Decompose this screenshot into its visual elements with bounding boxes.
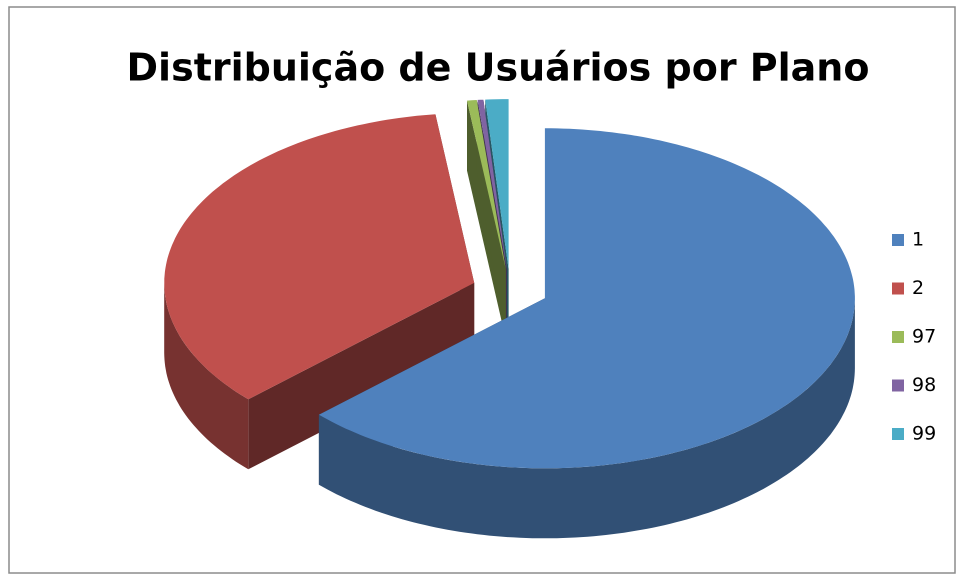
legend-label: 99 [912,423,936,445]
slice-side [164,282,249,470]
legend-label: 98 [912,374,936,396]
legend-label: 2 [912,277,924,299]
legend-swatch [892,428,904,440]
slice [485,99,509,270]
chart-title: Distribuição de Usuários por Plano [127,46,870,90]
slice [164,114,475,400]
slice-side [318,298,855,539]
legend-swatch [892,379,904,392]
legend-label: 97 [912,326,936,348]
slice [467,100,506,270]
legend-label: 1 [912,229,924,251]
legend-swatch [892,331,904,343]
legend-swatch [892,234,904,246]
slice [477,99,507,270]
slice-cut-face [248,282,475,470]
legend-swatch [892,282,904,295]
slice [318,128,855,469]
